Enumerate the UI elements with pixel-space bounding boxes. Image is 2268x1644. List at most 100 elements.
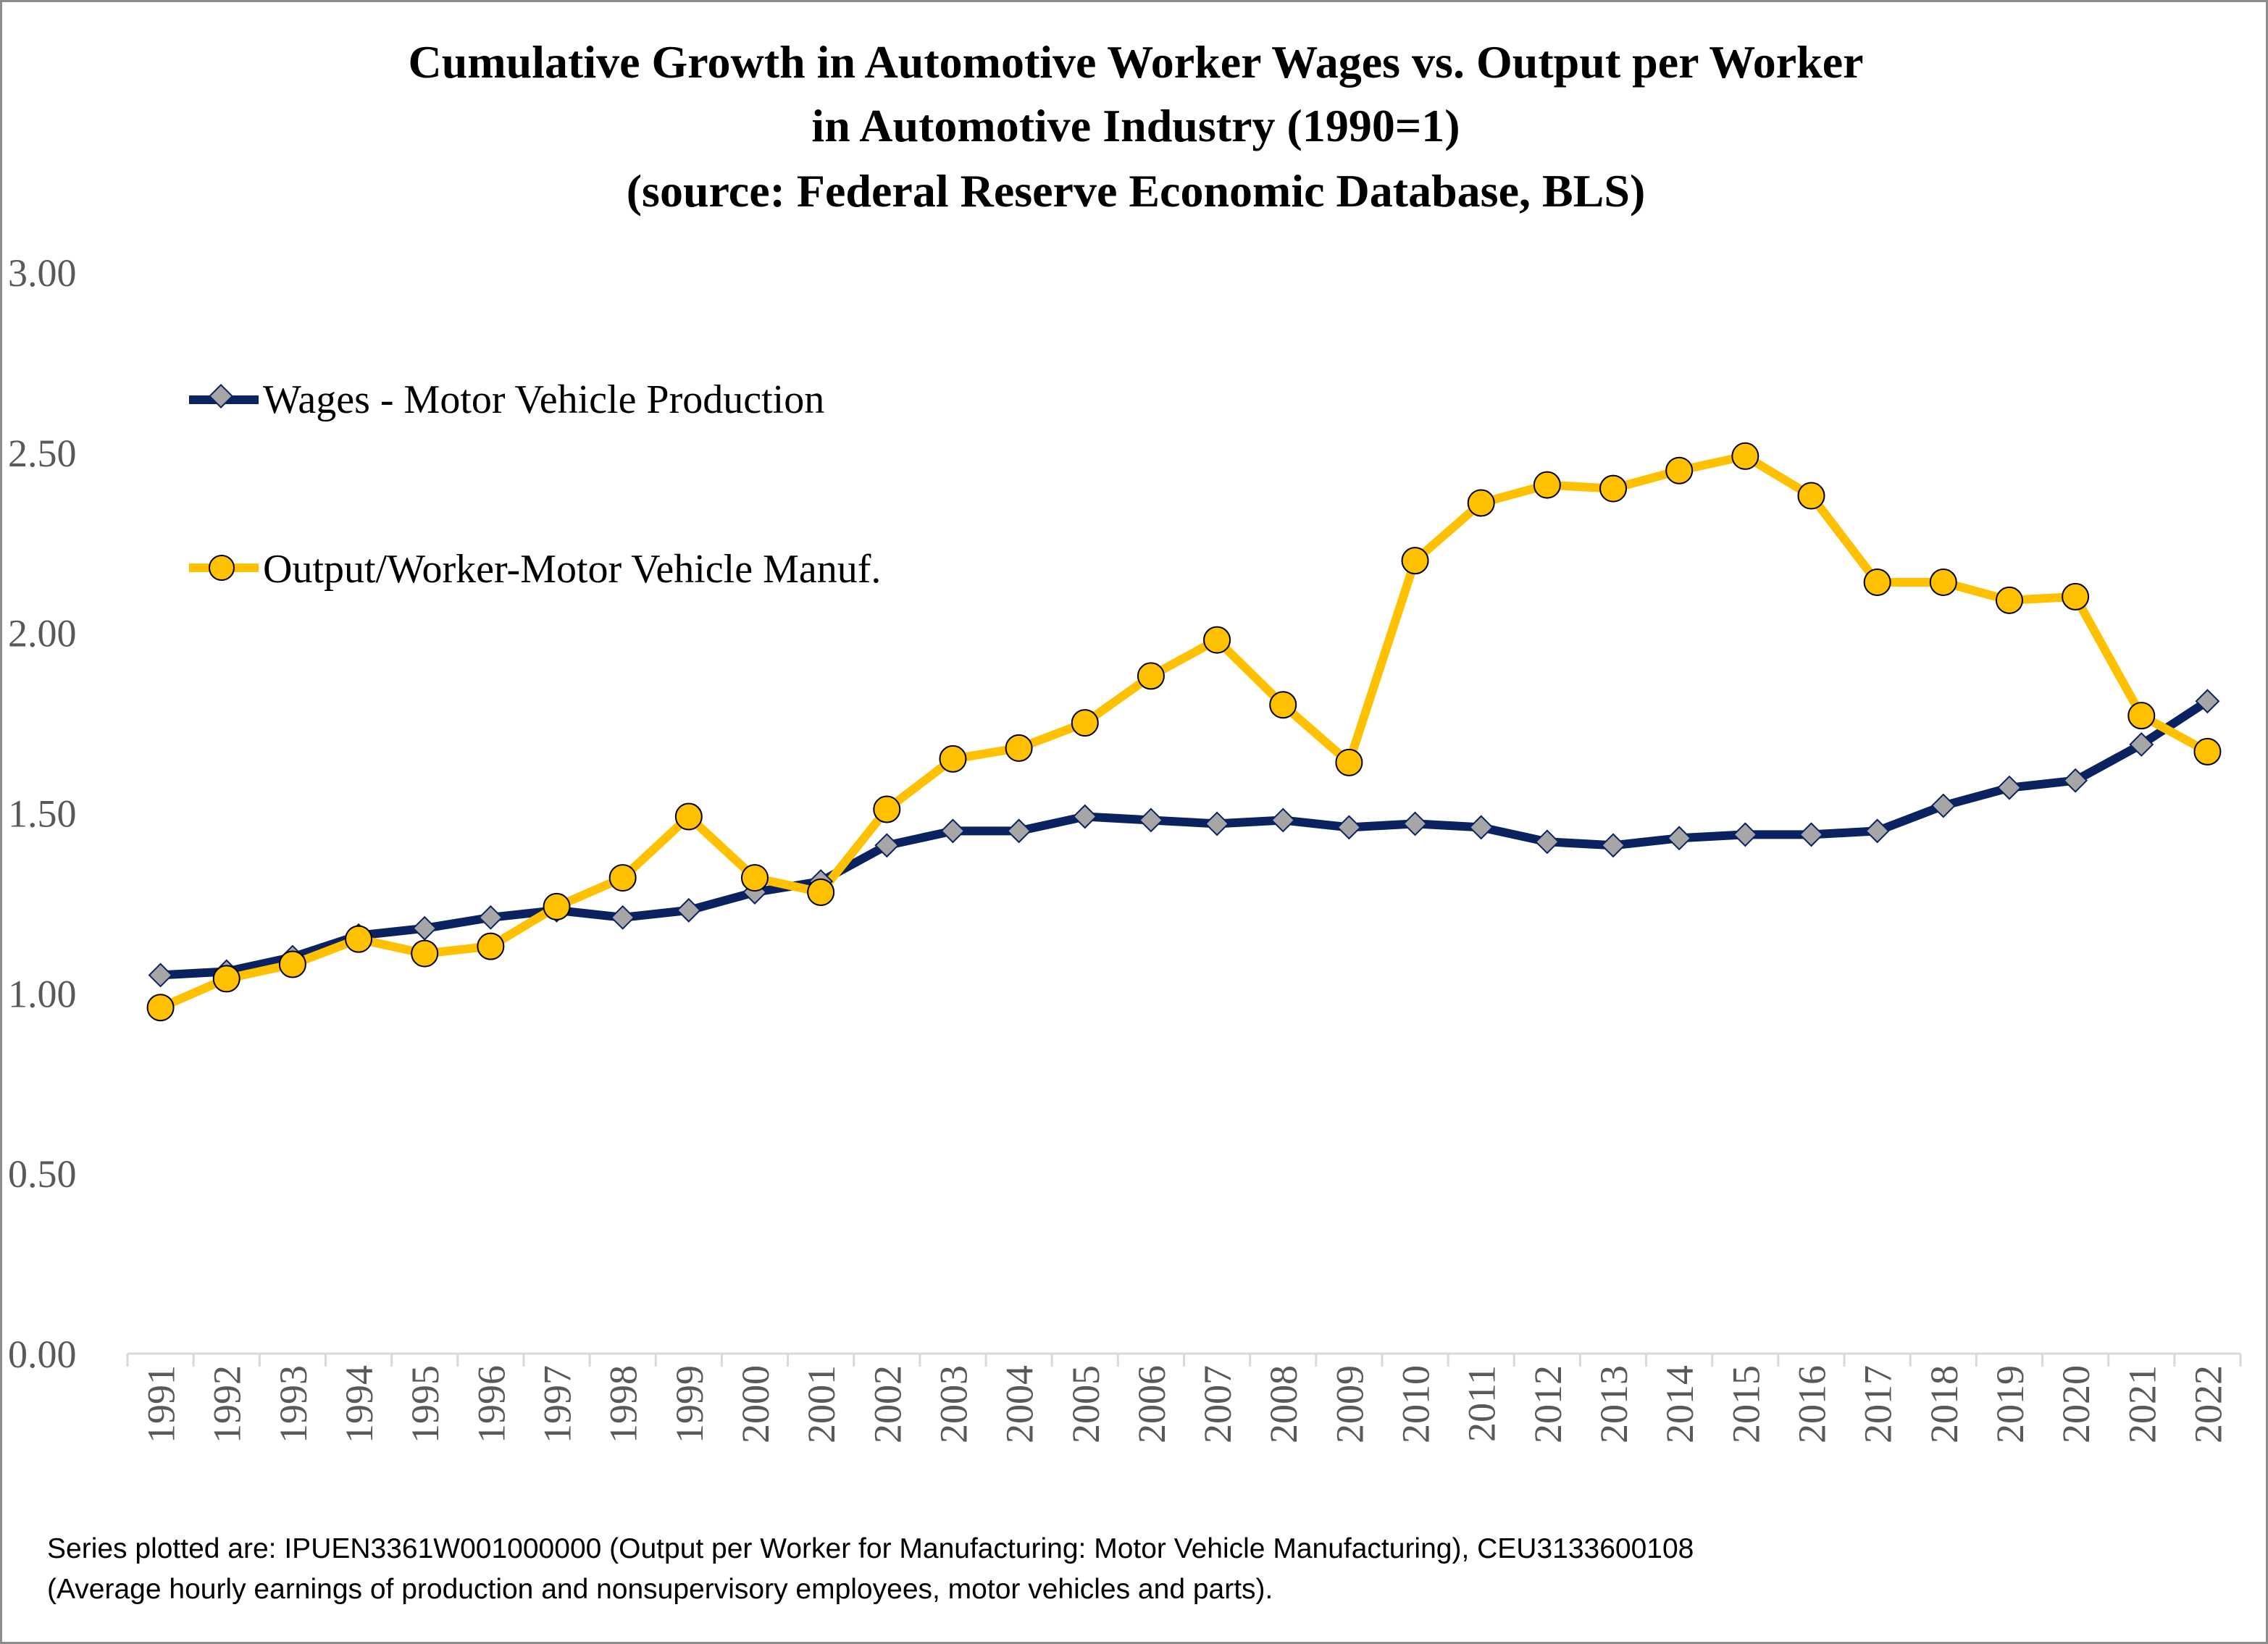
legend-swatch-wages-marker <box>209 384 233 408</box>
x-tick-label: 1998 <box>602 1365 645 1443</box>
x-tick-label: 2022 <box>2186 1365 2230 1443</box>
y-tick-label: 2.50 <box>8 432 77 475</box>
wages-point <box>1799 822 1824 847</box>
wages-point <box>1138 808 1163 833</box>
x-tick-label: 2001 <box>800 1365 843 1443</box>
x-tick-label: 2013 <box>1592 1365 1636 1443</box>
wages-point <box>1667 826 1692 851</box>
output-point <box>278 950 306 978</box>
legend-swatch-output-marker <box>209 555 235 581</box>
x-tick-label: 2017 <box>1857 1365 1900 1443</box>
x-tick-label: 2000 <box>734 1365 777 1443</box>
wages-point <box>1402 811 1428 836</box>
wages-point <box>1205 811 1230 836</box>
output-point <box>1335 748 1363 776</box>
x-tick-label: 1991 <box>140 1365 183 1443</box>
wages-point <box>1006 818 1032 844</box>
x-tick-label: 2012 <box>1526 1365 1570 1443</box>
title-line-1: Cumulative Growth in Automotive Worker W… <box>409 36 1864 88</box>
output-point <box>1533 471 1561 499</box>
x-tick-label: 2021 <box>2120 1365 2164 1443</box>
x-tick-label: 2003 <box>932 1365 975 1443</box>
output-point <box>1731 442 1759 470</box>
wages-point <box>1930 793 1956 818</box>
y-tick-label: 2.00 <box>8 612 77 655</box>
legend-label-wages: Wages - Motor Vehicle Production <box>263 377 824 422</box>
x-tick-label: 2018 <box>1922 1365 1966 1443</box>
y-tick-label: 3.00 <box>8 251 77 295</box>
wages-point <box>1336 815 1362 840</box>
title-line-2: in Automotive Industry (1990=1) <box>811 100 1460 151</box>
x-tick-label: 1999 <box>668 1365 711 1443</box>
output-point <box>345 925 373 953</box>
x-tick-label: 2008 <box>1262 1365 1305 1443</box>
x-tick-label: 2005 <box>1064 1365 1108 1443</box>
output-point <box>2127 702 2156 730</box>
y-tick-label: 0.00 <box>8 1333 77 1376</box>
title-line-3: (source: Federal Reserve Economic Databa… <box>627 165 1646 217</box>
wages-point <box>412 915 438 941</box>
output-point <box>1137 662 1165 690</box>
output-point <box>1599 474 1628 503</box>
output-point <box>740 864 769 892</box>
chart-title: Cumulative Growth in Automotive Worker W… <box>409 36 1864 217</box>
wages-point <box>148 963 173 988</box>
output-point <box>674 802 703 831</box>
x-tick-label: 2002 <box>866 1365 909 1443</box>
wages-point <box>478 905 503 930</box>
x-tick-label: 2006 <box>1130 1365 1173 1443</box>
output-point <box>543 892 571 920</box>
output-point <box>1665 456 1694 485</box>
output-point <box>146 994 175 1022</box>
wages-point <box>1865 818 1890 844</box>
output-point <box>1005 734 1033 762</box>
output-point <box>939 745 967 773</box>
legend: Wages - Motor Vehicle Production Output/… <box>189 377 881 592</box>
y-tick-label: 1.00 <box>8 972 77 1015</box>
output-point <box>1467 489 1495 517</box>
output-point <box>1269 691 1297 719</box>
output-point <box>212 965 240 993</box>
output-point <box>477 932 505 960</box>
wages-point <box>1271 808 1296 833</box>
x-tick-label: 1997 <box>536 1365 579 1443</box>
output-point <box>873 795 901 823</box>
x-tick-label: 1993 <box>272 1365 315 1443</box>
x-tick-label: 1994 <box>338 1365 381 1443</box>
x-tick-label: 1996 <box>469 1365 513 1443</box>
wages-point <box>2195 689 2220 714</box>
output-point <box>1203 626 1231 654</box>
x-tick-label: 2007 <box>1196 1365 1239 1443</box>
wages-point <box>2129 731 2154 757</box>
output-point <box>2193 737 2222 766</box>
x-tick-label: 1995 <box>403 1365 447 1443</box>
plot-area <box>146 442 2222 1022</box>
output-point <box>1797 482 1825 510</box>
x-tick-label: 2004 <box>998 1365 1042 1443</box>
wages-point <box>940 818 966 844</box>
legend-label-output: Output/Worker-Motor Vehicle Manuf. <box>263 547 881 592</box>
output-point <box>1401 547 1429 575</box>
x-tick-label: 2020 <box>2054 1365 2098 1443</box>
wages-point <box>676 897 701 923</box>
x-tick-label: 2015 <box>1724 1365 1767 1443</box>
y-tick-label: 1.50 <box>8 792 77 836</box>
wages-point <box>610 905 635 930</box>
output-point <box>411 939 439 968</box>
y-axis: 0.00 0.50 1.00 1.50 2.00 2.50 3.00 <box>8 251 77 1376</box>
output-point <box>1863 568 1891 596</box>
y-tick-label: 0.50 <box>8 1152 77 1196</box>
wages-point <box>1468 815 1494 840</box>
wages-point <box>1534 829 1560 855</box>
output-point <box>807 878 835 906</box>
legend-entry-wages: Wages - Motor Vehicle Production <box>189 377 824 422</box>
wages-point <box>1601 833 1625 858</box>
series-line-wages <box>156 697 2212 980</box>
output-point <box>2062 582 2090 611</box>
source-footnote: Series plotted are: IPUEN3361W001000000 … <box>47 1529 2148 1610</box>
x-tick-label: 2009 <box>1328 1365 1371 1443</box>
legend-entry-output: Output/Worker-Motor Vehicle Manuf. <box>189 547 881 592</box>
x-tick-label: 2010 <box>1394 1365 1438 1443</box>
output-point <box>1995 586 2023 614</box>
